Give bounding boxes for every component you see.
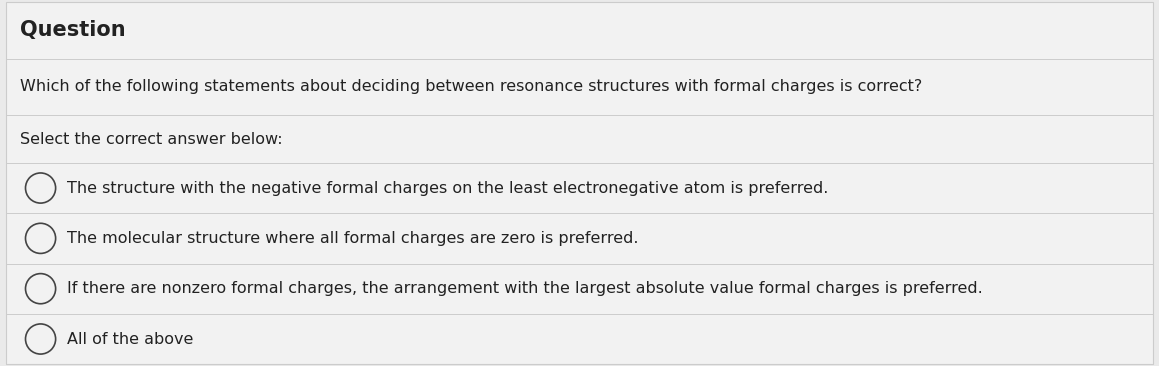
Text: All of the above: All of the above <box>67 332 194 347</box>
Text: Question: Question <box>20 20 125 40</box>
Text: Select the correct answer below:: Select the correct answer below: <box>20 132 283 146</box>
Text: Which of the following statements about deciding between resonance structures wi: Which of the following statements about … <box>20 79 921 94</box>
Text: The structure with the negative formal charges on the least electronegative atom: The structure with the negative formal c… <box>67 180 829 195</box>
Text: The molecular structure where all formal charges are zero is preferred.: The molecular structure where all formal… <box>67 231 639 246</box>
Text: If there are nonzero formal charges, the arrangement with the largest absolute v: If there are nonzero formal charges, the… <box>67 281 983 296</box>
